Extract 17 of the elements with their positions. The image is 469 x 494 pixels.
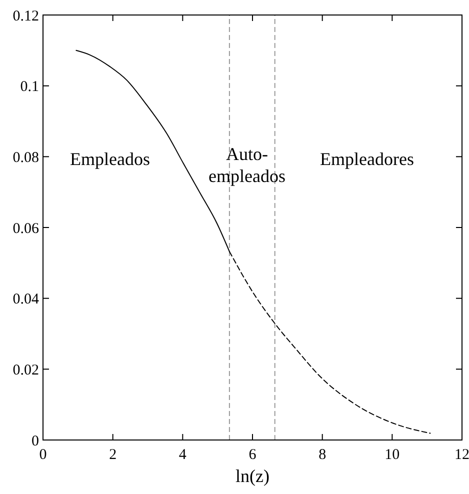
x-tick-label: 2 (109, 447, 117, 463)
x-axis-title: ln(z) (236, 466, 270, 486)
annotation: Empleadores (320, 149, 414, 169)
x-tick-label: 8 (318, 447, 326, 463)
x-tick-label: 12 (454, 447, 469, 463)
y-tick-label: 0.06 (12, 220, 40, 237)
y-tick-label: 0.04 (12, 292, 40, 308)
y-tick-label: 0.12 (12, 8, 39, 24)
y-tick-label: 0.02 (12, 362, 39, 378)
x-tick-label: 4 (178, 447, 187, 463)
x-tick-label: 10 (384, 447, 400, 463)
x-tick-label: 6 (248, 447, 257, 463)
annotation: Empleados (70, 149, 150, 169)
y-tick-label: 0.1 (20, 79, 39, 96)
y-tick-label: 0 (32, 433, 39, 450)
y-tick-label: 0.08 (12, 150, 39, 166)
annotation: Auto- empleados (208, 144, 286, 186)
